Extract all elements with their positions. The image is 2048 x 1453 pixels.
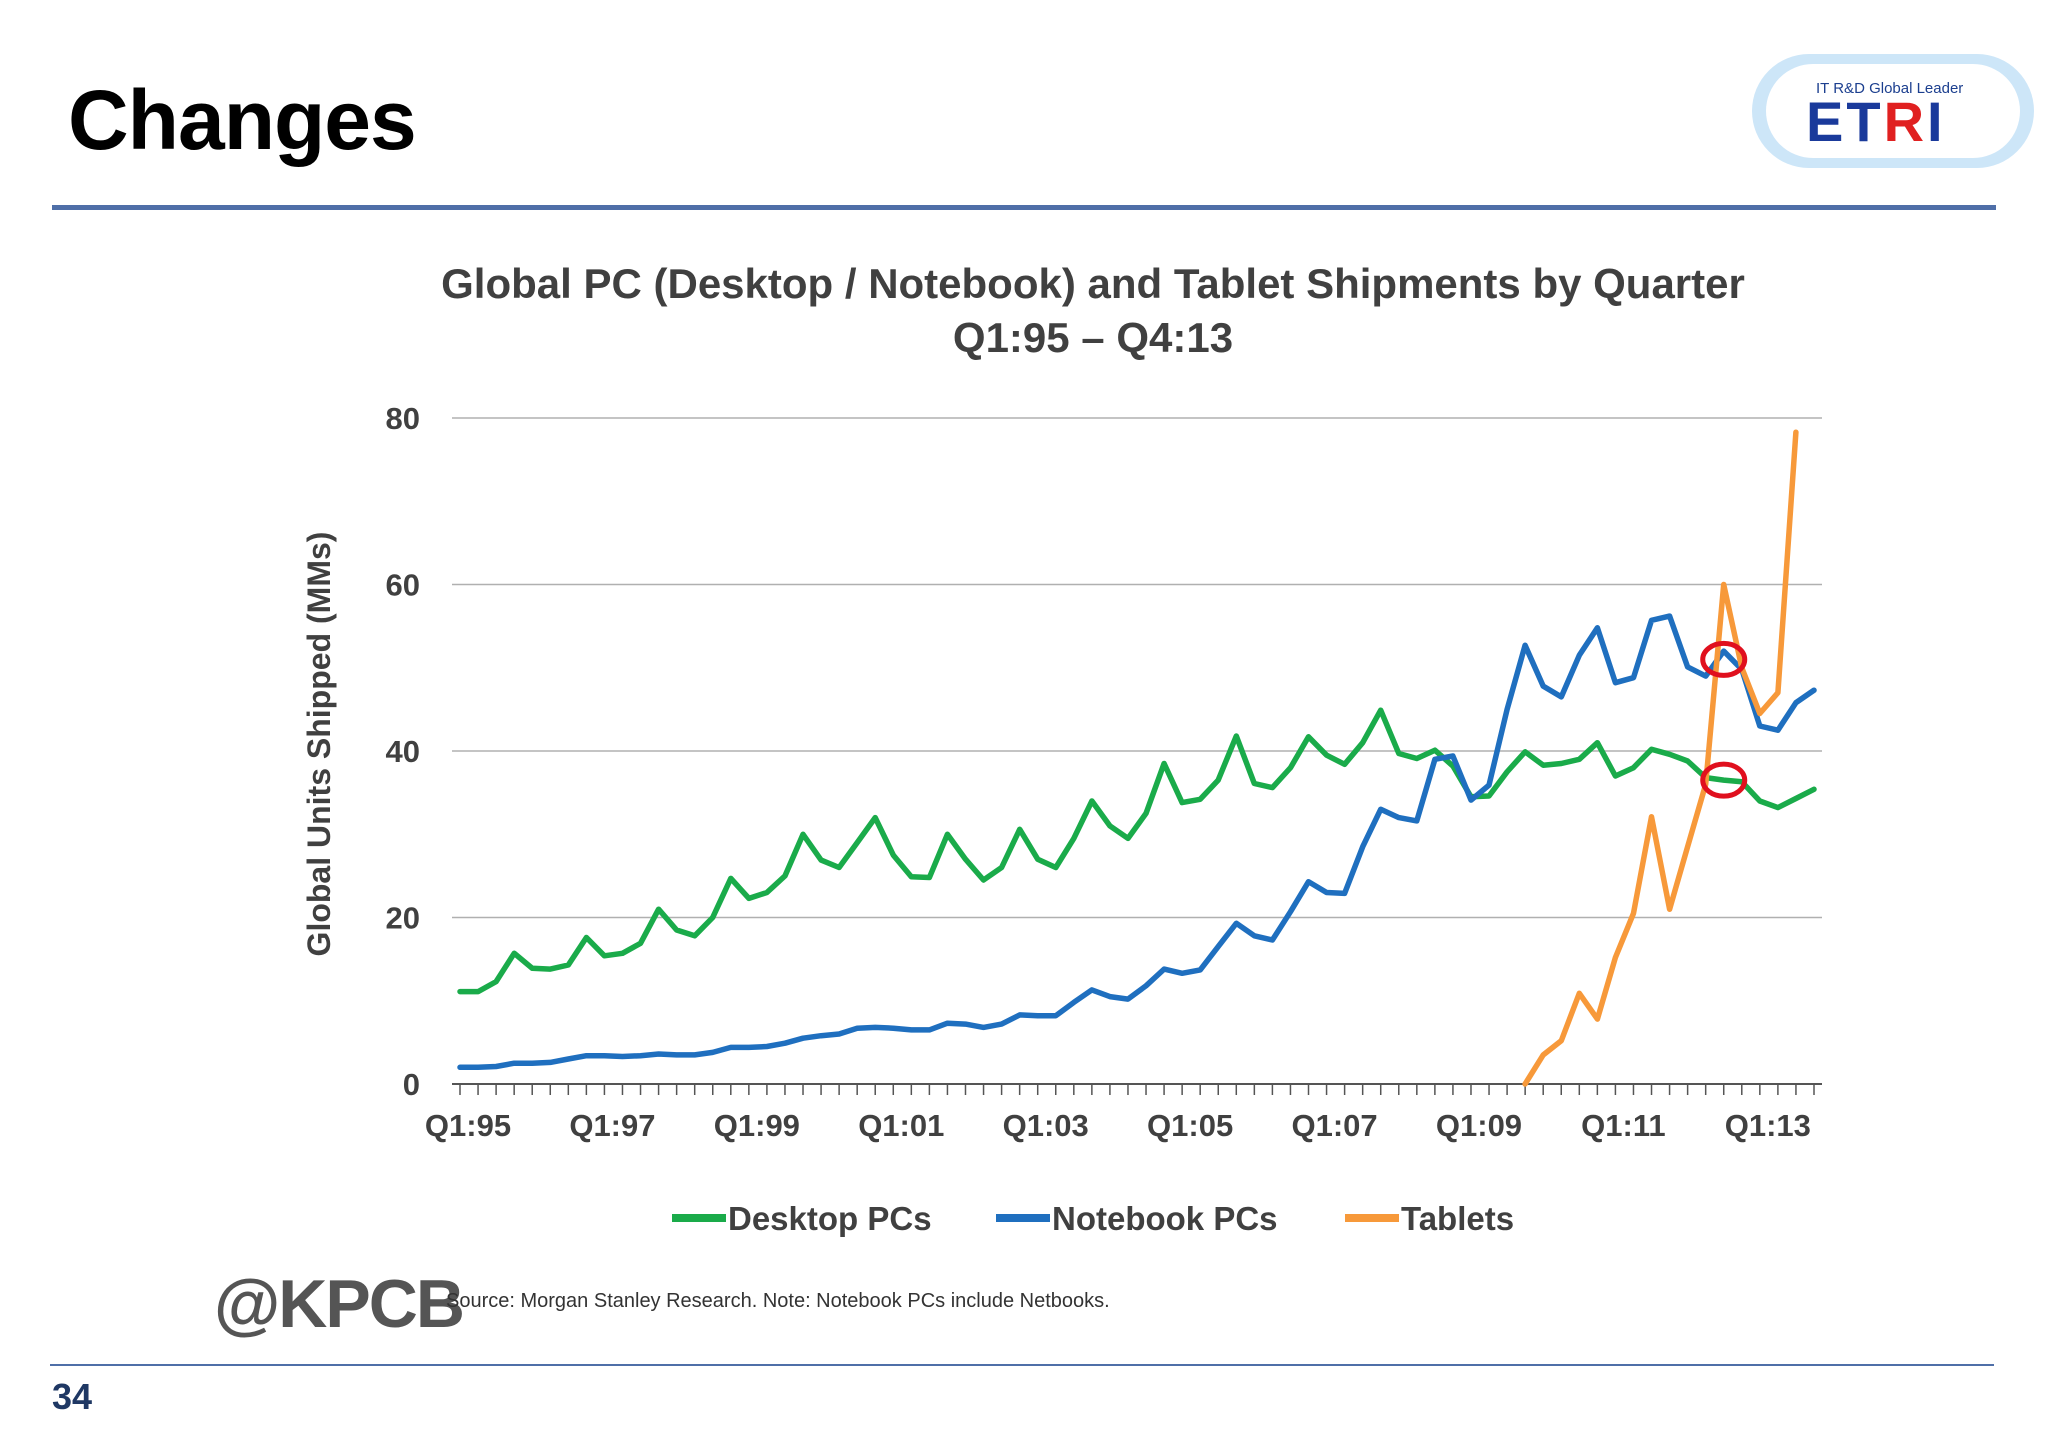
x-axis: Q1:95 Q1:97 Q1:99 Q1:01 Q1:03 Q1:05 Q1:07 Q1:09… [425, 1083, 1822, 1143]
x-tick-label: Q1:03 [1003, 1108, 1089, 1143]
source-brand: @KPCB [214, 1266, 465, 1342]
x-tick-label: Q1:13 [1725, 1108, 1811, 1143]
etri-logo: IT R&D Global Leader ETRI [1752, 54, 2034, 168]
y-tick-label: 60 [386, 568, 420, 603]
series-line-desktop-pcs [457, 707, 1817, 995]
x-tick-label: Q1:99 [714, 1108, 800, 1143]
series-line-tablets [1522, 429, 1799, 1087]
y-tick-labels: 0 20 40 60 80 [386, 401, 420, 1102]
source-note: Source: Morgan Stanley Research. Note: N… [446, 1290, 1110, 1312]
logo-word-part2: R [1883, 90, 1928, 153]
y-tick-label: 0 [403, 1067, 420, 1102]
logo-tagline: IT R&D Global Leader [1816, 80, 1964, 97]
slide-title: Changes [68, 73, 417, 167]
series-lines [457, 429, 1817, 1087]
logo-word-part3: I [1927, 90, 1946, 153]
logo-badge: IT R&D Global Leader ETRI [1766, 64, 2020, 158]
chart-title: Global PC (Desktop / Notebook) and Table… [441, 260, 1745, 307]
title-divider [52, 205, 1996, 210]
y-tick-label: 20 [386, 901, 420, 936]
y-tick-label: 40 [386, 734, 420, 769]
x-tick-label: Q1:09 [1436, 1108, 1522, 1143]
logo-word-part1: ET [1806, 90, 1884, 153]
y-axis-label: Global Units Shipped (MMs) [301, 532, 337, 957]
x-tick-label: Q1:05 [1147, 1108, 1233, 1143]
highlight-annotations [1700, 640, 1748, 799]
x-tick-label: Q1:01 [858, 1108, 944, 1143]
footer-divider [50, 1364, 1994, 1366]
legend-label: Desktop PCs [728, 1200, 932, 1237]
page-number: 34 [52, 1376, 93, 1417]
x-tick-label: Q1:97 [569, 1108, 655, 1143]
highlight-circle [1700, 640, 1748, 678]
legend-label: Notebook PCs [1052, 1200, 1278, 1237]
y-tick-label: 80 [386, 401, 420, 436]
x-tick-label: Q1:07 [1291, 1108, 1377, 1143]
chart-subtitle: Q1:95 – Q4:13 [953, 314, 1233, 361]
gridlines [452, 417, 1822, 919]
x-tick-label: Q1:95 [425, 1108, 511, 1143]
x-tick-label: Q1:11 [1581, 1108, 1665, 1143]
legend: Desktop PCs Notebook PCs Tablets [672, 1200, 1514, 1237]
logo-wordmark: ETRI [1806, 94, 1946, 150]
series-line-notebook-pcs [457, 613, 1817, 1071]
highlight-circle [1700, 761, 1748, 799]
legend-label: Tablets [1401, 1200, 1514, 1237]
